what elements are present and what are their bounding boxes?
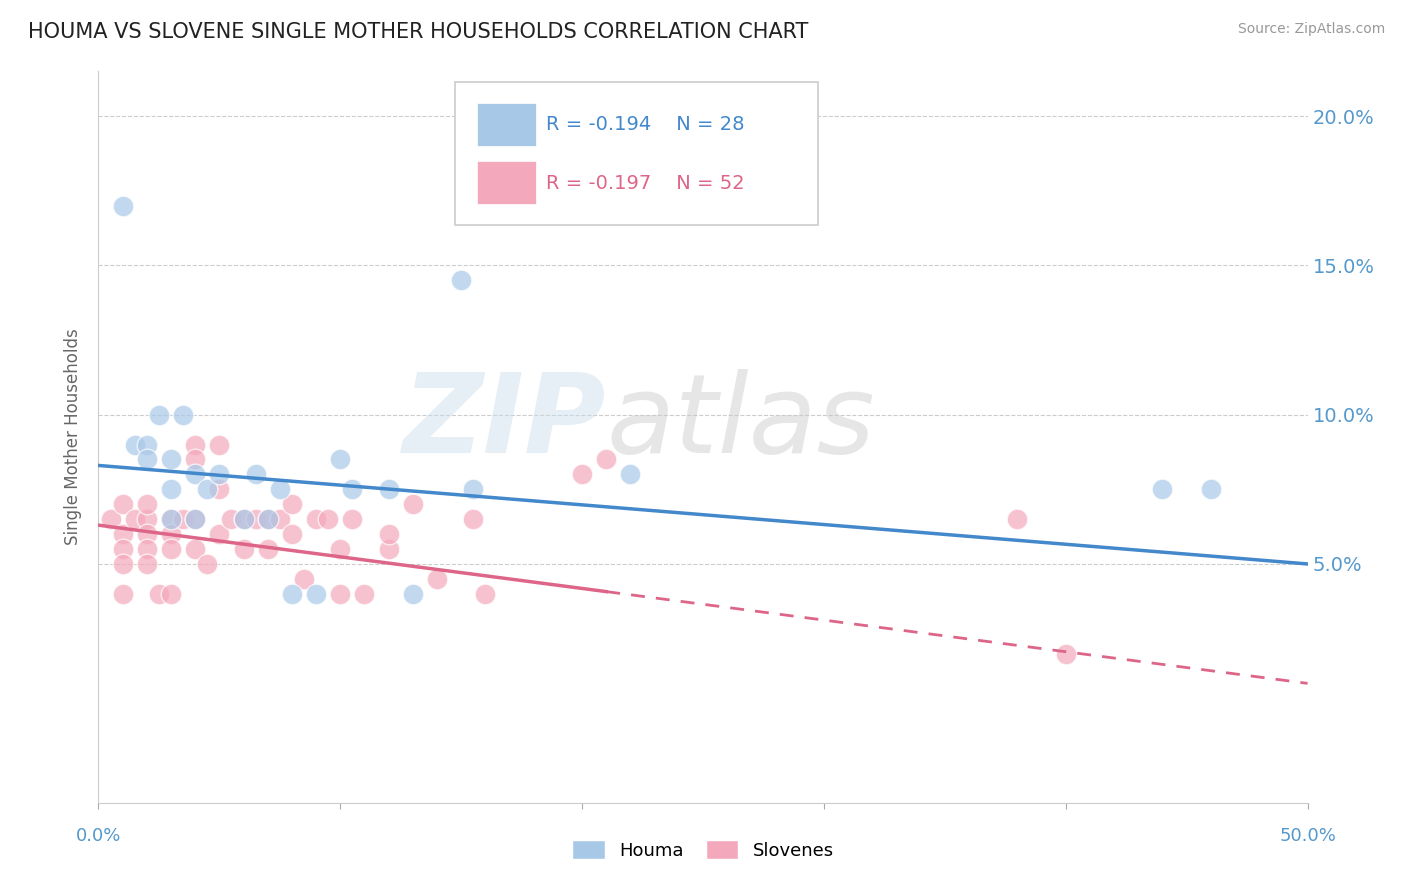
Text: HOUMA VS SLOVENE SINGLE MOTHER HOUSEHOLDS CORRELATION CHART: HOUMA VS SLOVENE SINGLE MOTHER HOUSEHOLD… [28, 22, 808, 42]
Text: R = -0.197    N = 52: R = -0.197 N = 52 [546, 174, 744, 193]
Point [208, 437, 231, 451]
Point [124, 437, 146, 451]
Point [245, 512, 267, 526]
Point [1152, 483, 1174, 497]
Point [160, 587, 183, 601]
Point [329, 452, 352, 467]
Point [450, 273, 472, 287]
Point [463, 483, 485, 497]
Point [184, 542, 207, 557]
Point [208, 483, 231, 497]
FancyBboxPatch shape [456, 82, 818, 225]
Point [135, 497, 157, 511]
Point [184, 437, 207, 451]
Point [316, 512, 339, 526]
FancyBboxPatch shape [477, 103, 536, 146]
FancyBboxPatch shape [477, 161, 536, 204]
Point [160, 483, 183, 497]
Point [281, 497, 304, 511]
Point [571, 467, 593, 482]
Point [1007, 512, 1029, 526]
Point [232, 542, 254, 557]
Text: 0.0%: 0.0% [76, 827, 121, 845]
Point [281, 527, 304, 541]
Point [292, 572, 315, 586]
Point [305, 587, 328, 601]
Point [256, 512, 278, 526]
Point [111, 497, 134, 511]
Point [245, 467, 267, 482]
Point [135, 452, 157, 467]
Point [148, 587, 170, 601]
Point [135, 512, 157, 526]
Point [172, 408, 194, 422]
Point [135, 557, 157, 571]
Point [111, 199, 134, 213]
Point [100, 512, 122, 526]
Point [377, 483, 399, 497]
Point [184, 452, 207, 467]
Point [1199, 483, 1222, 497]
Point [148, 408, 170, 422]
Point [195, 483, 218, 497]
Point [221, 512, 243, 526]
Point [208, 527, 231, 541]
Point [172, 512, 194, 526]
Point [160, 527, 183, 541]
Point [160, 512, 183, 526]
Point [463, 512, 485, 526]
Point [111, 542, 134, 557]
Text: R = -0.194    N = 28: R = -0.194 N = 28 [546, 115, 744, 135]
Point [184, 512, 207, 526]
Text: Source: ZipAtlas.com: Source: ZipAtlas.com [1237, 22, 1385, 37]
Point [208, 467, 231, 482]
Text: ZIP: ZIP [402, 369, 606, 476]
Point [402, 587, 425, 601]
Point [135, 542, 157, 557]
Point [135, 527, 157, 541]
Point [124, 512, 146, 526]
Point [111, 587, 134, 601]
Point [184, 467, 207, 482]
Point [377, 542, 399, 557]
Legend: Houma, Slovenes: Houma, Slovenes [565, 833, 841, 867]
Point [160, 452, 183, 467]
Point [353, 587, 375, 601]
Point [160, 542, 183, 557]
Point [305, 512, 328, 526]
Point [1054, 647, 1077, 661]
Point [256, 542, 278, 557]
Y-axis label: Single Mother Households: Single Mother Households [65, 329, 83, 545]
Point [619, 467, 641, 482]
Point [595, 452, 617, 467]
Point [184, 512, 207, 526]
Point [329, 542, 352, 557]
Text: atlas: atlas [606, 369, 875, 476]
Point [232, 512, 254, 526]
Point [342, 512, 364, 526]
Point [256, 512, 278, 526]
Point [402, 497, 425, 511]
Point [377, 527, 399, 541]
Point [269, 512, 291, 526]
Text: 50.0%: 50.0% [1279, 827, 1336, 845]
Point [111, 527, 134, 541]
Point [329, 587, 352, 601]
Point [111, 557, 134, 571]
Point [426, 572, 449, 586]
Point [474, 587, 496, 601]
Point [135, 437, 157, 451]
Point [269, 483, 291, 497]
Point [232, 512, 254, 526]
Point [281, 587, 304, 601]
Point [160, 512, 183, 526]
Point [195, 557, 218, 571]
Point [342, 483, 364, 497]
